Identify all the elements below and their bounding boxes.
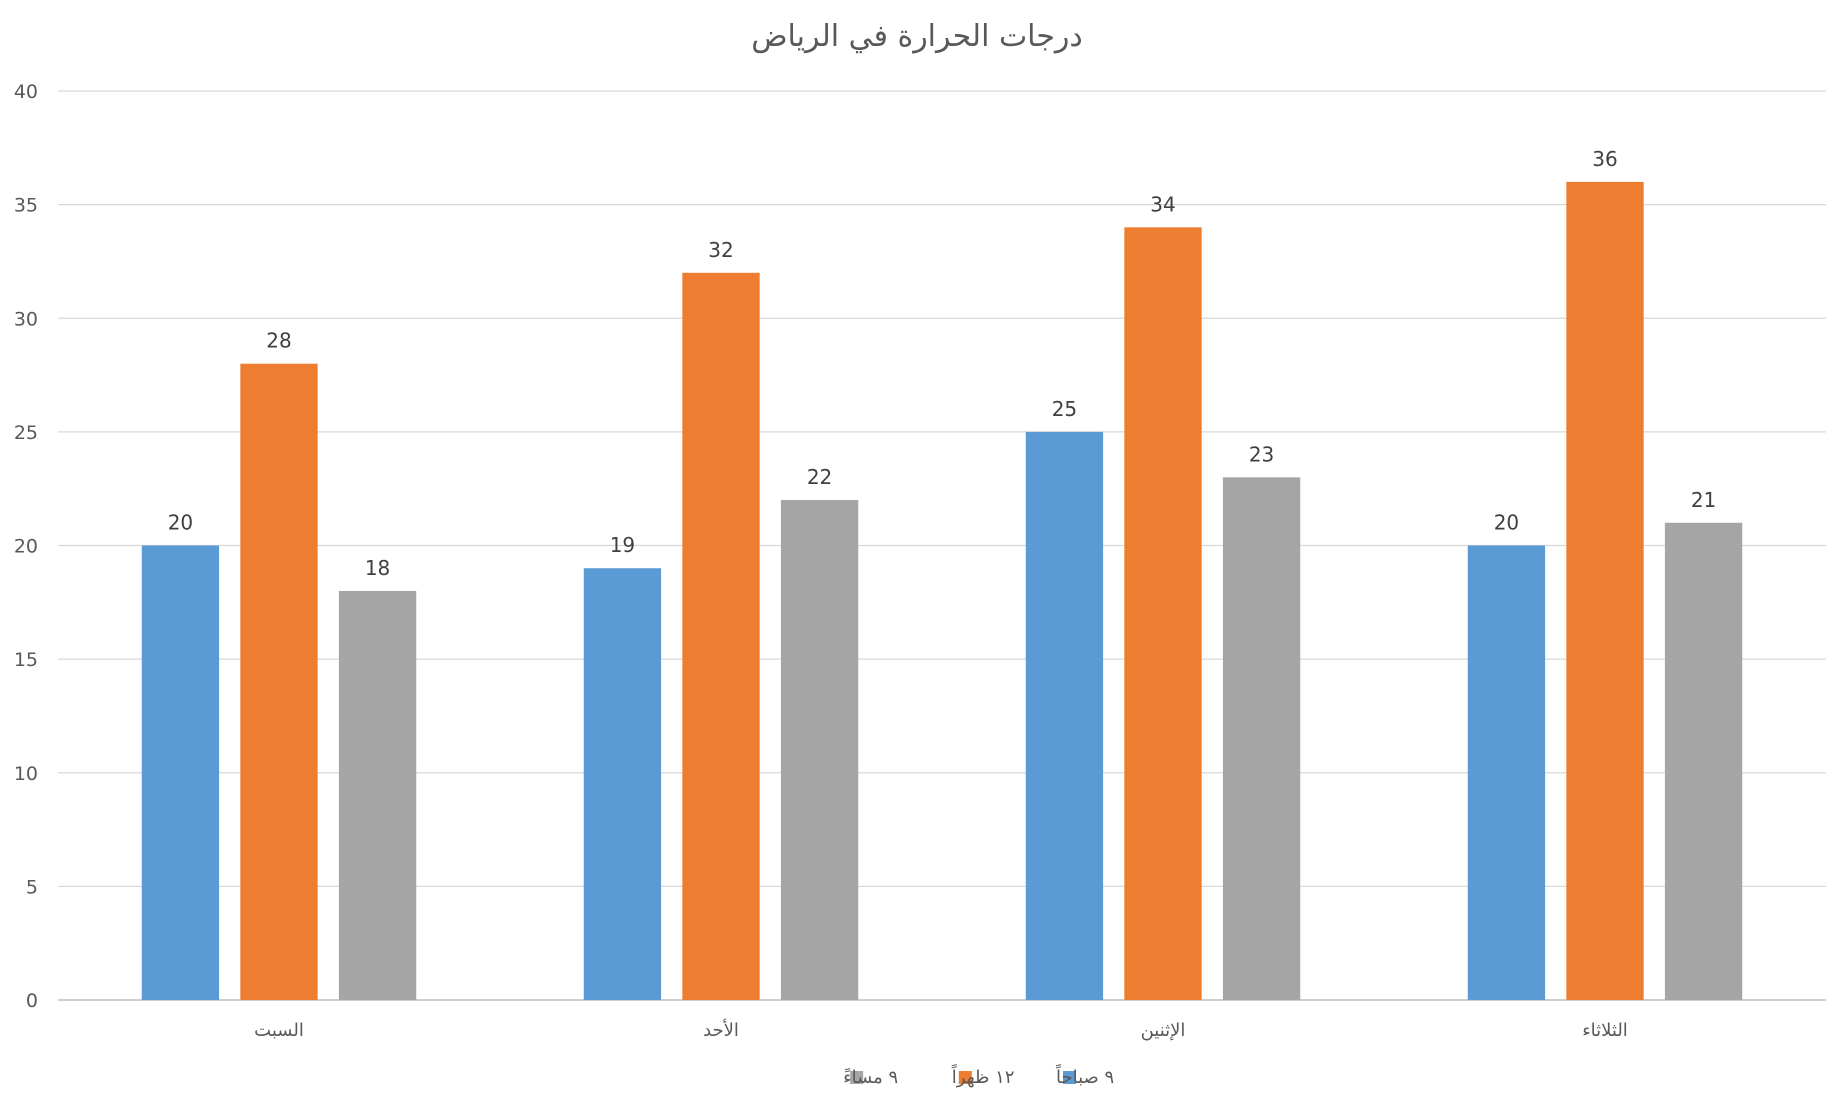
bar bbox=[1467, 545, 1546, 1000]
bar bbox=[1222, 477, 1301, 1000]
legend-label: ٩ صباحاً bbox=[1055, 1064, 1114, 1088]
data-label: 36 bbox=[1592, 147, 1617, 171]
bar bbox=[338, 590, 417, 1000]
category-label: الثلاثاء bbox=[1582, 1020, 1628, 1041]
bar bbox=[1566, 181, 1644, 1000]
y-tick-label: 0 bbox=[26, 990, 38, 1012]
data-label: 25 bbox=[1052, 397, 1077, 421]
data-label: 21 bbox=[1691, 488, 1716, 512]
gridlines bbox=[58, 90, 1826, 1001]
y-tick-label: 35 bbox=[14, 195, 38, 217]
y-axis: 0 5 10 15 20 25 30 35 40 bbox=[14, 81, 38, 1012]
bar bbox=[240, 363, 318, 1000]
legend-swatch bbox=[958, 1071, 972, 1084]
data-label: 19 bbox=[610, 533, 635, 557]
bar bbox=[583, 568, 662, 1000]
legend-label: ٩ مساءً bbox=[843, 1067, 898, 1088]
data-label: 22 bbox=[807, 465, 832, 489]
data-label: 28 bbox=[266, 329, 291, 353]
category-label: الأحد bbox=[703, 1019, 739, 1041]
legend-swatch bbox=[850, 1071, 864, 1084]
y-tick-label: 15 bbox=[14, 649, 38, 671]
category-label: السبت bbox=[254, 1020, 304, 1041]
bars bbox=[141, 181, 1743, 1001]
legend-swatch bbox=[1063, 1071, 1076, 1084]
y-tick-label: 40 bbox=[14, 81, 38, 103]
bar bbox=[1664, 522, 1743, 1000]
legend: ٩ صباحاً ١٢ ظهراً ٩ مساءً bbox=[843, 1064, 1114, 1088]
data-label: 23 bbox=[1249, 442, 1274, 466]
legend-label: ١٢ ظهراً bbox=[951, 1064, 1015, 1088]
y-tick-label: 10 bbox=[14, 763, 38, 785]
data-label: 20 bbox=[1494, 511, 1519, 535]
data-labels: 20 28 18 19 32 22 25 34 23 20 36 21 bbox=[168, 147, 1717, 580]
data-label: 20 bbox=[168, 511, 193, 535]
bar bbox=[141, 545, 220, 1000]
bar bbox=[1025, 431, 1104, 1000]
category-label: الإثنين bbox=[1141, 1020, 1186, 1041]
bar bbox=[780, 500, 859, 1000]
bar bbox=[682, 272, 760, 1000]
data-label: 32 bbox=[708, 238, 733, 262]
data-label: 34 bbox=[1150, 192, 1175, 216]
y-tick-label: 25 bbox=[14, 422, 38, 444]
y-tick-label: 5 bbox=[26, 876, 38, 898]
legend-item: ١٢ ظهراً bbox=[951, 1064, 1015, 1088]
bar bbox=[1124, 227, 1202, 1001]
data-label: 18 bbox=[365, 556, 390, 580]
legend-item: ٩ مساءً bbox=[843, 1067, 898, 1088]
legend-item: ٩ صباحاً bbox=[1055, 1064, 1114, 1088]
y-tick-label: 20 bbox=[14, 536, 38, 558]
x-axis: السبت الأحد الإثنين الثلاثاء bbox=[254, 1019, 1628, 1041]
y-tick-label: 30 bbox=[14, 308, 38, 330]
chart-title: درجات الحرارة في الرياض bbox=[751, 19, 1082, 54]
